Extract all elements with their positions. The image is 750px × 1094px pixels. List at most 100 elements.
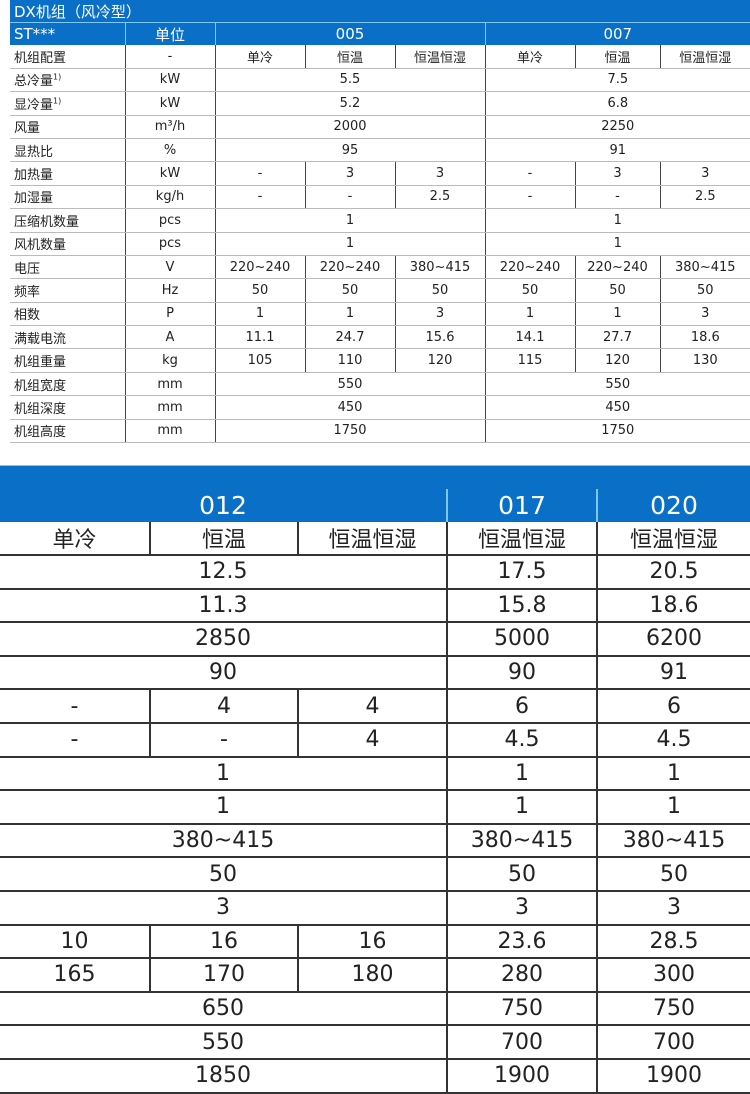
- cell-value: 单冷: [0, 522, 150, 556]
- cell-value: -: [0, 722, 150, 758]
- cell-value: 50: [659, 278, 750, 303]
- cell-value: 1: [484, 302, 575, 327]
- row-label: 机组宽度: [10, 372, 125, 397]
- row-label: 显冷量1): [10, 91, 125, 116]
- row-unit: A: [124, 325, 215, 350]
- table-row: 显冷量1) kW 5.2 6.8: [10, 91, 750, 116]
- row-label: 压缩机数量: [10, 208, 125, 233]
- cell-value: 1: [484, 208, 750, 233]
- table-row: 压缩机数量 pcs 1 1: [10, 208, 750, 233]
- cell-value: 50: [574, 278, 660, 303]
- header-model-012: 012: [0, 489, 448, 522]
- footnote-marker: 1): [53, 73, 62, 83]
- cell-value: 恒温: [149, 522, 298, 556]
- table-row: 90 90 91: [0, 655, 750, 691]
- cell-value: 1: [574, 302, 660, 327]
- cell-value: -: [149, 722, 298, 758]
- row-label: 相数: [10, 302, 125, 327]
- row-label: 机组深度: [10, 395, 125, 420]
- cell-value: 130: [659, 348, 750, 373]
- cell-value: 280: [446, 958, 598, 993]
- cell-value: -: [214, 161, 305, 186]
- cell-value: 1: [0, 790, 448, 825]
- table-row: 电压 V 220~240 220~240 380~415 220~240 220~240 38…: [10, 255, 750, 280]
- cell-value: 550: [484, 372, 750, 397]
- header-model: ST***: [10, 22, 125, 46]
- row-unit: pcs: [124, 208, 215, 233]
- cell-value: 27.7: [574, 325, 660, 350]
- header-row: ST*** 单位 005 007: [10, 22, 750, 46]
- cell-value: 6200: [596, 622, 750, 657]
- table-title-row: DX机组（风冷型）: [10, 0, 750, 23]
- cell-value: 4.5: [446, 722, 598, 758]
- cell-value: 50: [304, 278, 395, 303]
- cell-value: 3: [659, 161, 750, 186]
- row-unit: mm: [124, 395, 215, 420]
- row-label: 电压: [10, 255, 125, 280]
- cell-value: 恒温: [304, 45, 395, 69]
- row-label: 风量: [10, 115, 125, 139]
- row-unit: mm: [124, 372, 215, 397]
- row-label: 总冷量1): [10, 68, 125, 93]
- cell-value: 3: [304, 161, 395, 186]
- cell-value: 2850: [0, 622, 448, 657]
- cell-value: 1: [596, 756, 750, 792]
- cell-value: 28.5: [596, 924, 750, 960]
- cell-value: 3: [394, 302, 485, 327]
- table-row: 10 16 16 23.6 28.5: [0, 924, 750, 960]
- row-label: 机组配置: [10, 45, 125, 69]
- cell-value: 120: [574, 348, 660, 373]
- cell-value: 450: [214, 395, 485, 420]
- cell-value: 1: [214, 232, 485, 256]
- cell-value: 450: [484, 395, 750, 420]
- cell-value: 3: [574, 161, 660, 186]
- cell-value: 16: [296, 924, 448, 960]
- cell-value: 12.5: [0, 555, 448, 590]
- header-model-007: 007: [484, 22, 750, 46]
- table-row: 12.5 17.5 20.5: [0, 555, 750, 590]
- cell-value: 1: [446, 756, 598, 792]
- row-unit: V: [124, 255, 215, 280]
- cell-value: 恒温恒湿: [296, 522, 448, 556]
- table-row: 风量 m³/h 2000 2250: [10, 115, 750, 139]
- cell-value: 5.2: [214, 91, 485, 116]
- cell-value: 50: [394, 278, 485, 303]
- cell-value: 23.6: [446, 924, 598, 960]
- cell-value: 750: [446, 991, 598, 1027]
- table-row: 165 170 180 280 300: [0, 958, 750, 993]
- cell-value: 91: [484, 138, 750, 163]
- cell-value: -: [0, 689, 150, 724]
- cell-value: 1900: [596, 1058, 750, 1094]
- cell-value: 15.6: [394, 325, 485, 350]
- cell-value: 3: [394, 161, 485, 186]
- row-label: 频率: [10, 278, 125, 303]
- cell-value: 170: [149, 958, 298, 993]
- cell-value: -: [304, 185, 395, 210]
- cell-value: 4: [296, 689, 448, 724]
- cell-value: 1: [0, 756, 448, 792]
- table-row: 550 700 700: [0, 1025, 750, 1060]
- cell-value: 恒温恒湿: [659, 45, 750, 69]
- cell-value: 3: [659, 302, 750, 327]
- table-title: DX机组（风冷型）: [10, 0, 750, 23]
- table-row: 相数 P 1 1 3 1 1 3: [10, 302, 750, 327]
- cell-value: 15.8: [446, 588, 598, 624]
- cell-value: 5000: [446, 622, 598, 657]
- row-label: 加热量: [10, 161, 125, 186]
- cell-value: -: [484, 185, 575, 210]
- cell-value: 550: [214, 372, 485, 397]
- cell-value: 恒温恒湿: [446, 522, 598, 556]
- cell-value: 恒温恒湿: [394, 45, 485, 69]
- cell-value: 380~415: [596, 823, 750, 859]
- cell-value: 6: [596, 689, 750, 724]
- cell-value: -: [214, 185, 305, 210]
- table-row: 50 50 50: [0, 857, 750, 892]
- cell-value: 7.5: [484, 68, 750, 93]
- cell-value: 4: [149, 689, 298, 724]
- table-row: 加热量 kW -3 3-3 3: [10, 161, 750, 186]
- cell-value: 16: [149, 924, 298, 960]
- cell-value: 2250: [484, 115, 750, 139]
- table-row: 机组高度 mm 1750 1750: [10, 419, 750, 444]
- cell-value: 120: [394, 348, 485, 373]
